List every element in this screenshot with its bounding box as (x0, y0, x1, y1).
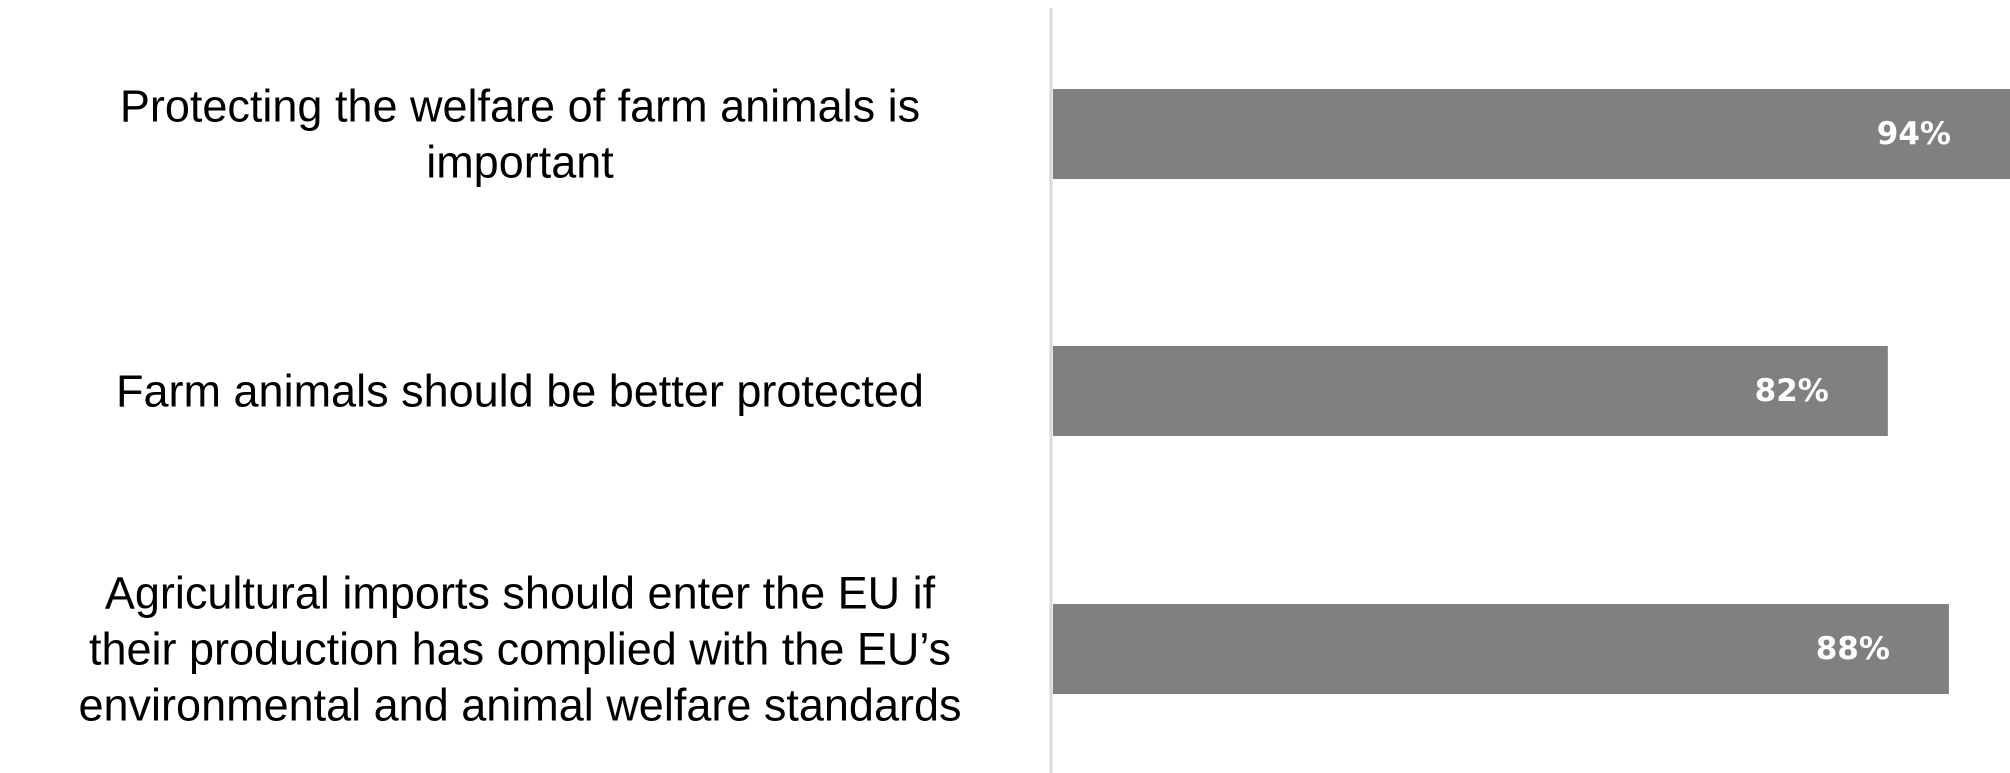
bar-value-label: 94% (1877, 116, 1951, 152)
category-label-line: environmental and animal welfare standar… (79, 680, 962, 731)
bar (1053, 346, 1888, 436)
bar-value-label: 88% (1816, 631, 1890, 667)
category-label-line: Protecting the welfare of farm animals i… (120, 81, 920, 132)
category-label-line: Agricultural imports should enter the EU… (105, 568, 936, 619)
bars-layer: 94% 82% 88% (1053, 89, 2010, 694)
bar (1053, 89, 2010, 179)
category-labels-layer: Protecting the welfare of farm animals i… (79, 81, 962, 731)
bar-value-label: 82% (1755, 373, 1829, 409)
category-label-line: their production has complied with the E… (89, 624, 951, 675)
category-label-line: important (426, 137, 614, 188)
category-label-line: Farm animals should be better protected (116, 366, 924, 417)
bar (1053, 604, 1949, 694)
